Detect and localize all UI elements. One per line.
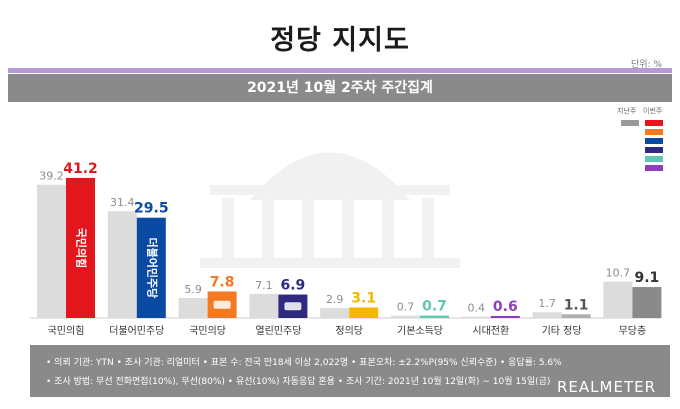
- data-label-prev: 5.9: [184, 283, 202, 296]
- x-tick-label: 기타 정당: [542, 325, 582, 337]
- bar-logo-mark: [284, 302, 302, 311]
- data-label-this: 0.6: [493, 299, 518, 315]
- footer-line-1: • 의뢰 기관: YTN • 조사 기관: 리얼미터 • 표본 수: 전국 만1…: [46, 358, 562, 368]
- data-label-this: 0.7: [422, 299, 447, 315]
- watermark-base: [210, 185, 450, 195]
- watermark-column: [342, 198, 354, 258]
- bar-prev-week: [249, 293, 279, 318]
- data-label-this: 41.2: [63, 161, 98, 177]
- bar-prev-week: [37, 184, 66, 318]
- bar-prev-week: [603, 281, 633, 318]
- bar-prev-week: [532, 312, 562, 318]
- data-label-prev: 31.4: [110, 196, 135, 209]
- watermark-column: [222, 198, 234, 258]
- watermark-column: [382, 198, 394, 258]
- footer-box: • 의뢰 기관: YTN • 조사 기관: 리얼미터 • 표본 수: 전국 만1…: [30, 345, 670, 397]
- data-label-prev: 1.7: [538, 297, 556, 310]
- bar-this-week: [136, 217, 166, 318]
- title-divider: [8, 68, 672, 73]
- bar-this-week: [490, 315, 520, 318]
- legend-prev-label: 지난주: [617, 107, 637, 115]
- bar-party-logo: 국민의힘: [75, 228, 89, 268]
- bar-prev-week: [107, 211, 137, 318]
- footer-line-2: • 조사 방법: 무선 전화면접(10%), 무선(80%) • 유선(10%)…: [46, 377, 551, 387]
- data-label-prev: 39.2: [39, 170, 64, 183]
- legend-swatch: [645, 120, 663, 126]
- x-tick-label: 기본소득당: [397, 325, 443, 337]
- data-label-this: 1.1: [564, 297, 589, 313]
- bar-party-logo: 더불어민주당: [145, 237, 159, 298]
- watermark-column: [422, 198, 434, 258]
- bar-prev-week: [391, 315, 420, 318]
- data-label-this: 3.1: [351, 290, 376, 306]
- legend-swatch: [645, 165, 663, 171]
- data-label-this: 7.8: [210, 274, 235, 290]
- bar-this-week: [420, 315, 449, 318]
- data-label-this: 29.5: [134, 201, 169, 217]
- x-tick-label: 국민의당: [189, 325, 226, 337]
- x-tick-label: 정의당: [335, 325, 363, 337]
- watermark-floor: [200, 258, 460, 268]
- unit-label: 단위: %: [630, 60, 662, 70]
- legend: 지난주 이번주: [615, 106, 670, 176]
- brand-logo: REALMETER: [557, 378, 656, 396]
- bar-this-week: [66, 177, 95, 318]
- data-label-prev: 0.4: [468, 302, 486, 315]
- legend-swatch: [645, 156, 663, 162]
- x-tick-label: 더불어민주당: [109, 325, 164, 337]
- legend-swatch: [645, 138, 663, 144]
- x-tick-label: 시대전환: [472, 325, 509, 337]
- chart-subtitle: 2021년 10월 2주차 주간집계: [247, 80, 433, 96]
- subtitle-bar: 2021년 10월 2주차 주간집계: [8, 74, 672, 102]
- bar-this-week: [349, 307, 379, 318]
- chart-title: 정당 지지도: [270, 25, 410, 56]
- legend-swatch: [645, 147, 663, 153]
- legend-prev-swatch: [621, 120, 639, 126]
- data-label-prev: 2.9: [326, 293, 344, 306]
- bar-this-week: [561, 314, 591, 318]
- x-tick-label: 무당층: [619, 325, 647, 337]
- legend-swatch: [645, 129, 663, 135]
- data-label-prev: 0.7: [397, 301, 415, 314]
- data-label-this: 9.1: [634, 270, 659, 286]
- bar-prev-week: [320, 308, 350, 318]
- bar-prev-week: [178, 297, 208, 318]
- watermark-column: [262, 198, 274, 258]
- data-label-prev: 10.7: [606, 267, 631, 280]
- x-tick-label: 국민의힘: [48, 325, 85, 337]
- bar-this-week: [632, 287, 662, 318]
- watermark-column: [302, 198, 314, 258]
- data-label-prev: 7.1: [255, 279, 273, 292]
- bar-logo-mark: [213, 300, 231, 309]
- legend-this-label: 이번주: [643, 107, 663, 115]
- bar-prev-week: [461, 316, 491, 318]
- data-label-this: 6.9: [280, 278, 305, 294]
- x-tick-label: 열린민주당: [255, 325, 301, 337]
